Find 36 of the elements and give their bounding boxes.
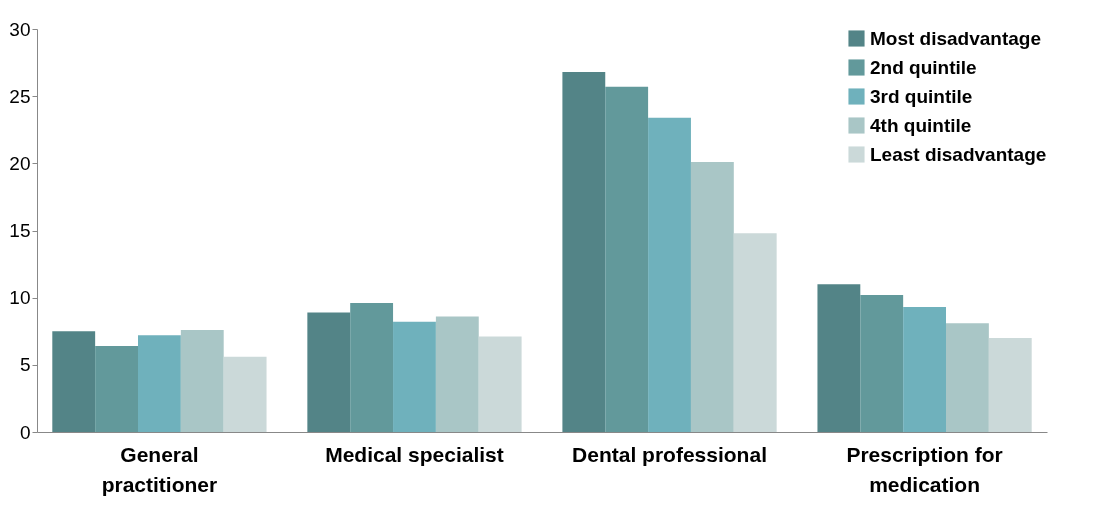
bar <box>946 323 989 432</box>
bar <box>52 331 96 432</box>
x-tick-label: Dental professional <box>572 442 767 466</box>
legend-label: 4th quintile <box>870 114 972 136</box>
y-tick-label: 20 <box>9 152 31 174</box>
bar <box>435 316 479 432</box>
bar <box>307 312 351 432</box>
bar <box>988 337 1032 432</box>
bar <box>605 86 649 432</box>
bar <box>903 307 946 432</box>
bar <box>223 356 267 432</box>
legend-label: 2nd quintile <box>870 56 977 78</box>
bar <box>690 161 734 432</box>
bar <box>393 321 436 432</box>
bar <box>648 117 691 432</box>
bar <box>180 329 224 432</box>
bar <box>478 336 522 432</box>
y-tick-label: 5 <box>19 354 31 376</box>
y-tick-label: 10 <box>9 287 31 309</box>
bar <box>860 294 904 432</box>
y-tick-label: 15 <box>9 220 31 241</box>
legend-label: Least disadvantage <box>870 143 1047 165</box>
bar <box>817 284 861 432</box>
y-tick-label: 0 <box>19 421 31 443</box>
bar <box>138 335 181 432</box>
y-tick-label: 25 <box>9 85 31 107</box>
bar <box>733 233 777 432</box>
y-tick-label: 30 <box>9 18 31 40</box>
bar <box>95 346 138 432</box>
x-tick-label: General practitioner <box>101 442 218 496</box>
bar <box>350 303 394 432</box>
bar <box>562 71 606 432</box>
x-tick-label: Prescription for medication <box>846 442 1003 496</box>
legend-label: 3rd quintile <box>870 85 973 107</box>
legend-label: Most disadvantage <box>870 27 1042 49</box>
x-tick-label: Medical specialist <box>325 442 504 466</box>
